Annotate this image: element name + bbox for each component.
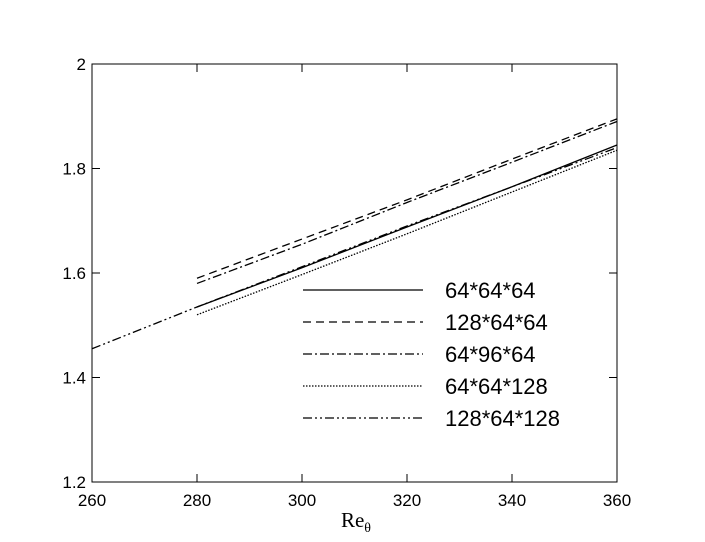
x-axis-label: Reθ (341, 508, 371, 536)
x-tick-label: 340 (498, 491, 526, 510)
legend-label: 64*96*64 (445, 342, 536, 367)
x-axis-label-main: Re (341, 508, 364, 532)
legend-label: 128*64*64 (445, 310, 548, 335)
x-axis-label-sub: θ (364, 521, 371, 536)
series-line (91, 146, 618, 350)
legend-label: 64*64*64 (445, 278, 536, 303)
x-tick-label: 300 (288, 491, 316, 510)
y-tick-label: 2 (77, 55, 86, 74)
y-tick-label: 1.6 (62, 264, 86, 283)
legend-label: 64*64*128 (445, 374, 548, 399)
series-line (196, 149, 618, 316)
series-line (196, 144, 618, 308)
x-tick-label: 320 (393, 491, 421, 510)
x-tick-label: 280 (183, 491, 211, 510)
x-tick-label: 260 (78, 491, 106, 510)
x-tick-label: 360 (603, 491, 631, 510)
y-tick-label: 1.4 (62, 369, 86, 388)
legend-label: 128*64*128 (445, 406, 560, 431)
y-tick-label: 1.2 (62, 473, 86, 492)
y-tick-label: 1.8 (62, 160, 86, 179)
series-line (196, 120, 618, 285)
series-line (196, 118, 618, 279)
